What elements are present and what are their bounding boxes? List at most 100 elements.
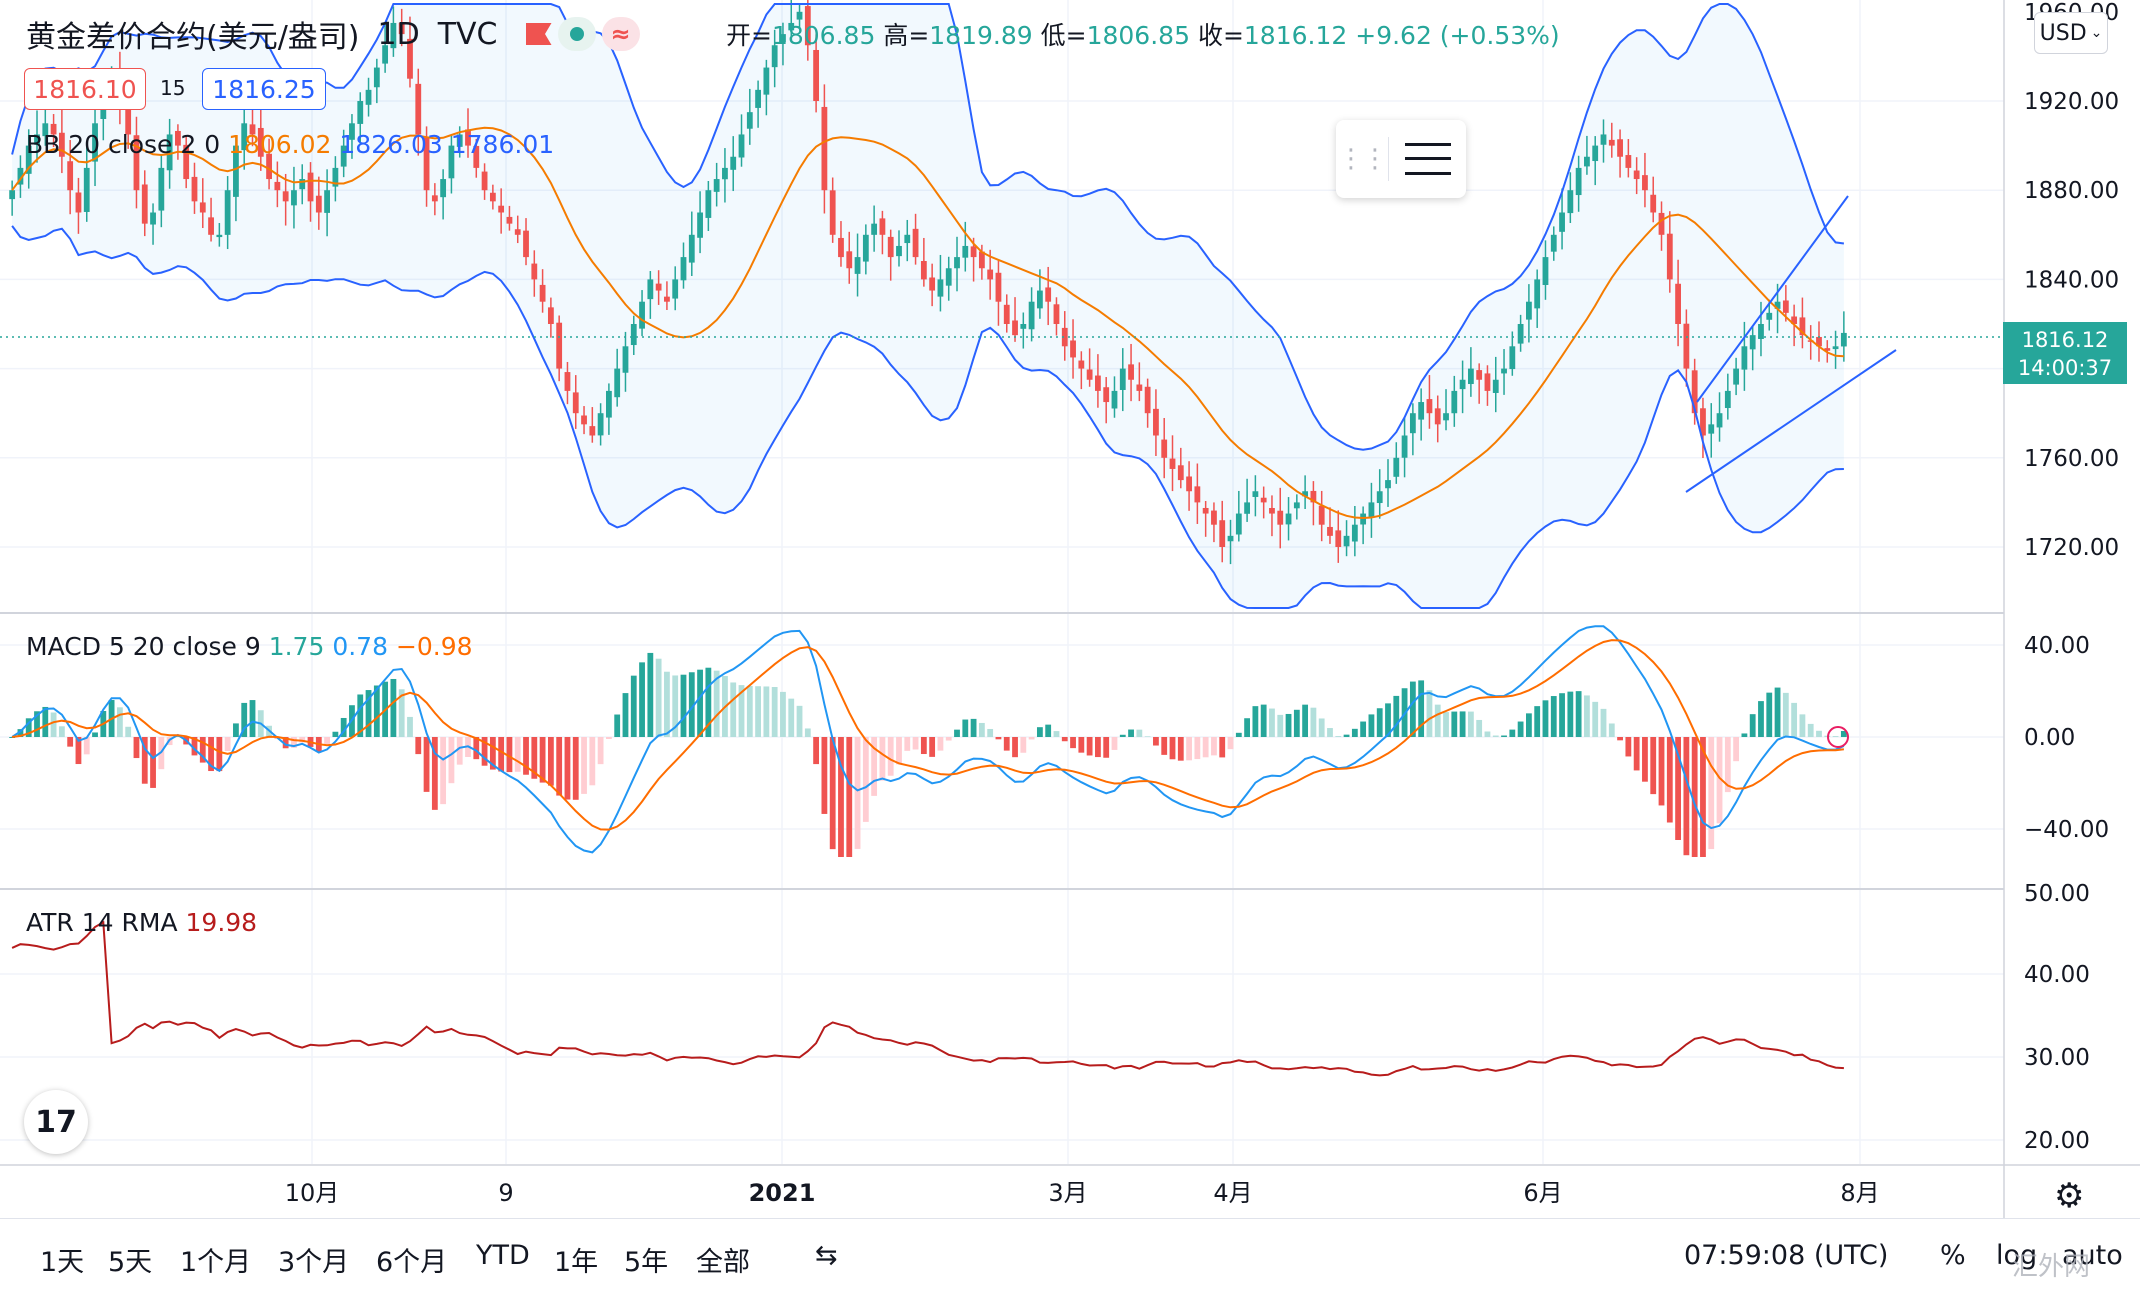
settings-gear-icon[interactable]: ⚙ (2054, 1176, 2084, 1216)
sell-button[interactable]: 1816.10 (24, 68, 146, 110)
symbol-name[interactable]: 黄金差价合约(美元/盎司) (26, 12, 360, 56)
candle-body (1070, 340, 1076, 357)
menu-icon[interactable] (1388, 137, 1461, 181)
candle-body (1228, 536, 1234, 541)
range-button-3[interactable]: 1个月 (180, 1240, 251, 1279)
candle-body (1617, 139, 1623, 156)
range-button-1[interactable]: 1天 (40, 1240, 84, 1279)
candle-body (1551, 235, 1557, 252)
candle-body (1634, 171, 1640, 180)
candle-body (1841, 333, 1847, 347)
delayed-data-icon[interactable]: ≈ (602, 17, 640, 51)
currency-select[interactable]: USD ⌄ (2034, 12, 2108, 54)
macd-histogram-bar (216, 737, 222, 771)
candle-body (1625, 155, 1631, 168)
macd-histogram-bar (656, 659, 662, 737)
currency-label: USD (2040, 21, 2087, 46)
candle-body (1194, 486, 1200, 502)
macd-histogram-bar (1617, 737, 1623, 740)
drag-handle-icon[interactable]: ⋮⋮ (1336, 144, 1388, 174)
candle-body (1012, 320, 1018, 335)
macd-histogram-bar (1501, 736, 1507, 737)
macd-signal-value: −0.98 (396, 632, 473, 661)
buy-button[interactable]: 1816.25 (202, 68, 326, 110)
price-tick-label: 1760.00 (2024, 446, 2119, 472)
candle-body (1004, 305, 1010, 324)
macd-histogram-bar (1352, 729, 1358, 737)
macd-histogram-bar (1078, 737, 1084, 753)
macd-histogram-bar (1543, 700, 1549, 737)
macd-histogram-bar (1070, 737, 1076, 748)
macd-histogram-bar (1087, 737, 1093, 755)
macd-histogram-bar (846, 737, 852, 857)
macd-histogram-bar (1683, 737, 1689, 855)
macd-histogram-bar (1733, 737, 1739, 761)
macd-histogram-bar (1559, 693, 1565, 737)
candle-body (1427, 399, 1433, 413)
flag-icon[interactable] (526, 23, 552, 45)
candle-body (1468, 369, 1474, 384)
candle-body (523, 231, 529, 257)
interval-label[interactable]: 1D (378, 17, 420, 52)
candle-body (324, 190, 330, 213)
candle-body (987, 270, 993, 280)
range-button-7[interactable]: 1年 (554, 1240, 598, 1279)
utc-clock[interactable]: 07:59:08 (UTC) (1684, 1240, 1888, 1271)
compare-range-icon[interactable]: ⇆ (815, 1240, 838, 1271)
candle-body (498, 206, 504, 213)
candle-body (1020, 324, 1026, 329)
candle-body (863, 235, 869, 262)
macd-histogram-bar (1170, 737, 1176, 759)
macd-histogram-bar (747, 686, 753, 737)
macd-histogram-bar (548, 737, 554, 786)
macd-histogram-bar (1186, 737, 1192, 760)
atr-legend[interactable]: ATR 14 RMA 19.98 (26, 908, 257, 937)
range-button-8[interactable]: 5年 (624, 1240, 668, 1279)
candle-body (755, 90, 761, 108)
candle-body (1277, 511, 1283, 525)
macd-histogram-bar (1045, 725, 1051, 737)
macd-histogram-bar (374, 686, 380, 737)
macd-histogram-bar (589, 737, 595, 785)
range-button-2[interactable]: 5天 (108, 1240, 152, 1279)
price-tick-label: 1880.00 (2024, 178, 2119, 204)
macd-histogram-bar (1791, 703, 1797, 737)
drawing-toolbar[interactable]: ⋮⋮ (1336, 120, 1466, 198)
tradingview-logo-icon[interactable]: 17 (24, 1090, 88, 1154)
macd-histogram-bar (888, 737, 894, 776)
bb-basis: 1806.02 (228, 130, 331, 159)
candle-body (192, 177, 198, 201)
candle-body (1675, 284, 1681, 324)
candle-body (1203, 508, 1209, 514)
candle-body (515, 229, 521, 235)
macd-histogram-bar (664, 672, 670, 737)
macd-histogram-bar (59, 726, 65, 737)
macd-histogram-bar (730, 682, 736, 737)
candle-body (274, 182, 280, 190)
range-button-4[interactable]: 3个月 (278, 1240, 349, 1279)
candle-body (1567, 190, 1573, 213)
macd-tick-label: −40.00 (2024, 817, 2109, 843)
macd-histogram-bar (1161, 737, 1167, 755)
macd-histogram-bar (1435, 705, 1441, 737)
range-button-5[interactable]: 6个月 (376, 1240, 447, 1279)
candle-body (1161, 440, 1167, 458)
bb-legend[interactable]: BB 20 close 2 0 1806.02 1826.03 1786.01 (26, 130, 554, 159)
macd-histogram-bar (954, 730, 960, 737)
macd-histogram-bar (838, 737, 844, 857)
macd-legend[interactable]: MACD 5 20 close 9 1.75 0.78 −0.98 (26, 632, 473, 661)
range-button-6[interactable]: YTD (476, 1240, 530, 1271)
candle-body (730, 157, 736, 170)
macd-histogram-bar (946, 737, 952, 741)
macd-histogram-bar (1601, 709, 1607, 737)
bar-countdown: 14:00:37 (2003, 354, 2127, 382)
percent-toggle[interactable]: % (1940, 1240, 1966, 1271)
candle-body (208, 217, 214, 234)
macd-histogram-bar (1335, 736, 1341, 737)
time-tick-label: 6月 (1523, 1179, 1562, 1207)
candle-body (1476, 370, 1482, 380)
range-button-9[interactable]: 全部 (696, 1240, 750, 1279)
market-open-icon[interactable] (558, 17, 596, 51)
candle-body (482, 172, 488, 191)
macd-histogram-bar (1443, 712, 1449, 737)
